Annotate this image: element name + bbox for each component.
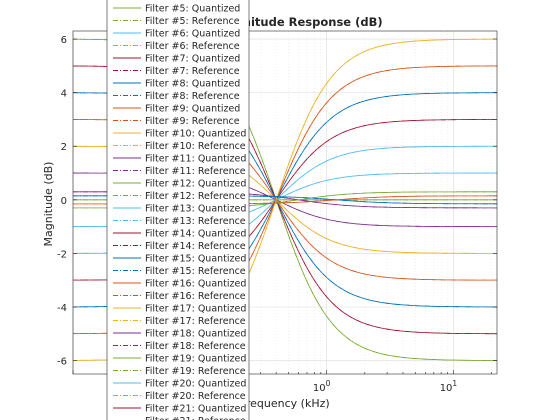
legend-label: Filter #9: Reference — [145, 116, 240, 127]
legend-label: Filter #19: Reference — [145, 366, 246, 377]
legend-label: Filter #15: Reference — [145, 266, 246, 277]
legend-label: Filter #13: Reference — [145, 216, 246, 227]
y-tick-label: -2 — [57, 249, 67, 260]
legend-label: Filter #7: Quantized — [145, 54, 240, 65]
legend-label: Filter #14: Quantized — [145, 229, 246, 240]
legend-label: Filter #19: Quantized — [145, 354, 246, 365]
legend-label: Filter #6: Reference — [145, 41, 240, 52]
legend-label: Filter #8: Quantized — [145, 79, 240, 90]
legend-label: Filter #15: Quantized — [145, 254, 246, 265]
x-tick-label: 101 — [440, 379, 458, 394]
legend-label: Filter #13: Quantized — [145, 204, 246, 215]
y-tick-label: 2 — [61, 142, 67, 153]
x-tick-label: 100 — [313, 379, 331, 394]
legend-box — [106, 0, 250, 420]
legend-label: Filter #11: Reference — [145, 166, 246, 177]
legend-label: Filter #17: Quantized — [145, 304, 246, 315]
legend-label: Filter #16: Quantized — [145, 279, 246, 290]
legend-label: Filter #14: Reference — [145, 241, 246, 252]
legend-label: Filter #16: Reference — [145, 291, 246, 302]
legend-label: Filter #20: Quantized — [145, 379, 246, 390]
legend-label: Filter #5: Quantized — [145, 4, 240, 15]
legend-label: Filter #21: Quantized — [145, 404, 246, 415]
legend-label: Filter #7: Reference — [145, 66, 240, 77]
legend-label: Filter #18: Reference — [145, 341, 246, 352]
y-tick-label: 6 — [61, 35, 67, 46]
y-axis-label: Magnitude (dB) — [42, 162, 55, 247]
axes-frame — [72, 30, 498, 375]
legend-label: Filter #21: Reference — [145, 416, 246, 420]
legend-label: Filter #8: Reference — [145, 91, 240, 102]
legend-label: Filter #11: Quantized — [145, 154, 246, 165]
legend-label: Filter #20: Reference — [145, 391, 246, 402]
y-tick-label: 4 — [61, 89, 67, 100]
legend-label: Filter #6: Quantized — [145, 29, 240, 40]
y-tick-label: 0 — [61, 196, 67, 207]
y-tick-label: -4 — [57, 303, 67, 314]
legend-label: Filter #17: Reference — [145, 316, 246, 327]
y-axis-ticks: -6 -4 -2 0 2 4 6 — [57, 35, 497, 368]
legend-label: Filter #10: Reference — [145, 141, 246, 152]
legend-label: Filter #10: Quantized — [145, 129, 246, 140]
x-axis-label: Frequency (kHz) — [240, 397, 329, 410]
legend-label: Filter #9: Quantized — [145, 104, 240, 115]
legend-label: Filter #18: Quantized — [145, 329, 246, 340]
legend-label: Filter #5: Reference — [145, 16, 240, 27]
chart-title: Magnitude Response (dB) — [215, 15, 382, 29]
legend-label: Filter #12: Quantized — [145, 179, 246, 190]
y-tick-label: -6 — [57, 357, 67, 368]
legend-label: Filter #12: Reference — [145, 191, 246, 202]
